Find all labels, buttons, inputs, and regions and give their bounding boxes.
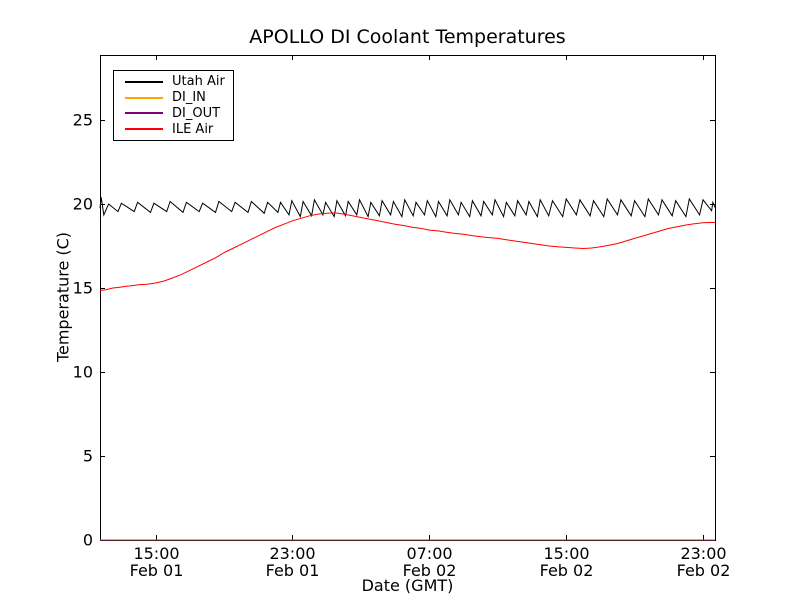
chart-title: APOLLO DI Coolant Temperatures [249,26,566,48]
legend-label: ILE Air [172,121,214,137]
x-tick-label-time: 15:00 [543,544,589,563]
legend-label: DI_OUT [172,105,221,121]
y-tick-label: 5 [83,447,93,466]
legend: Utah Air DI_IN DI_OUT ILE Air [113,70,234,141]
series-utah-air [99,197,716,219]
y-tick-label: 20 [73,195,93,214]
series-ile-air [99,212,715,291]
x-axis-label: Date (GMT) [361,576,454,595]
x-tick-label-time: 15:00 [133,544,179,563]
legend-line-utah-air [125,80,163,83]
y-tick-label: 15 [73,279,93,298]
legend-line-ile-air [125,128,163,131]
x-tick-label-date: Feb 01 [266,561,320,580]
y-tick-label: 10 [73,363,93,382]
legend-line-di-in [125,96,163,99]
x-tick-label-time: 07:00 [406,544,452,563]
x-tick-label-date: Feb 02 [540,561,594,580]
x-tick-label-time: 23:00 [269,544,315,563]
legend-entry-ile-air: ILE Air [125,122,233,137]
legend-entry-di-in: DI_IN [125,90,233,105]
legend-entry-utah-air: Utah Air [125,74,233,89]
legend-line-di-out [125,112,163,115]
x-tick-label-date: Feb 01 [130,561,184,580]
x-tick-label-date: Feb 02 [403,561,457,580]
x-tick-label-date: Feb 02 [677,561,731,580]
y-tick-label: 0 [83,531,93,550]
legend-label: Utah Air [172,74,225,90]
legend-label: DI_IN [172,90,206,106]
legend-entry-di-out: DI_OUT [125,106,233,121]
y-tick-label: 25 [73,111,93,130]
y-axis-label: Temperature (C) [53,231,73,363]
x-tick-label-time: 23:00 [680,544,726,563]
